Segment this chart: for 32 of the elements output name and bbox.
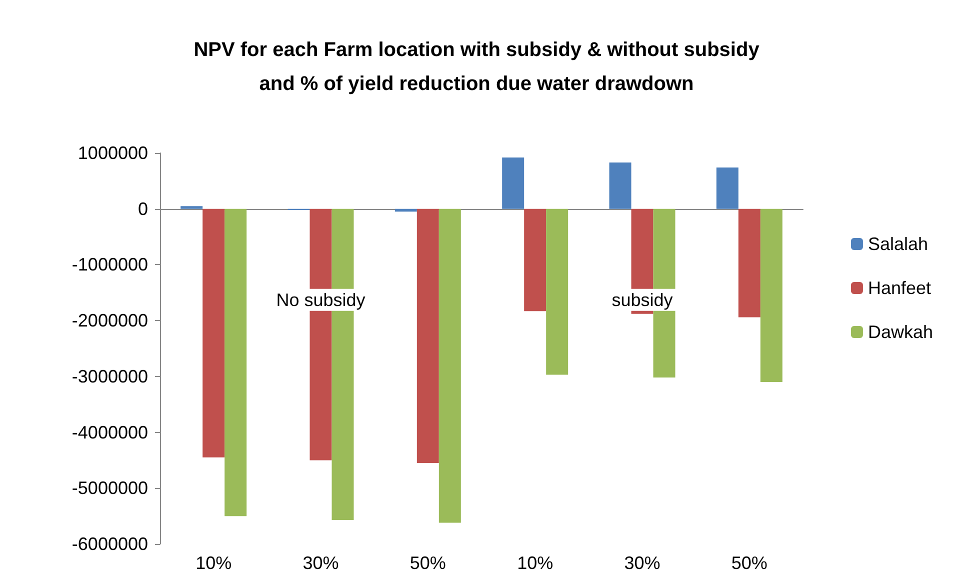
legend-label: Hanfeet xyxy=(868,278,932,298)
bar xyxy=(524,208,546,312)
bar xyxy=(738,208,760,318)
y-tick-label: -2000000 xyxy=(72,310,148,331)
bar xyxy=(609,162,632,209)
y-tick-label: 1000000 xyxy=(78,143,148,163)
legend-label: Salalah xyxy=(868,234,928,254)
bar xyxy=(202,208,225,458)
x-tick-label: 30% xyxy=(624,553,660,573)
x-tick-label: 50% xyxy=(731,553,768,573)
y-tick-label: -6000000 xyxy=(72,534,148,554)
y-tick-label: -3000000 xyxy=(72,366,148,386)
x-tick-label: 50% xyxy=(410,553,446,573)
x-tick-label: 10% xyxy=(517,553,554,573)
y-tick-label: -1000000 xyxy=(72,254,148,275)
bar xyxy=(438,208,461,523)
bar xyxy=(760,208,782,382)
bar xyxy=(716,168,738,209)
chart-title: NPV for each Farm location with subsidy & without subsidy and % of yield reduction due water drawdown xyxy=(194,39,760,95)
bar xyxy=(224,208,247,516)
y-tick-label: -4000000 xyxy=(72,422,148,442)
bar xyxy=(502,157,524,209)
x-tick-label: 30% xyxy=(302,553,339,573)
bar xyxy=(416,208,439,464)
x-tick-label: 10% xyxy=(196,553,232,573)
annotation: subsidy xyxy=(612,290,673,310)
legend-label: Dawkah xyxy=(868,322,933,342)
y-tick-label: 0 xyxy=(138,198,148,219)
y-tick-label: -5000000 xyxy=(72,478,148,498)
bar xyxy=(546,208,568,375)
annotation: No subsidy xyxy=(276,290,366,310)
bar xyxy=(180,206,203,209)
